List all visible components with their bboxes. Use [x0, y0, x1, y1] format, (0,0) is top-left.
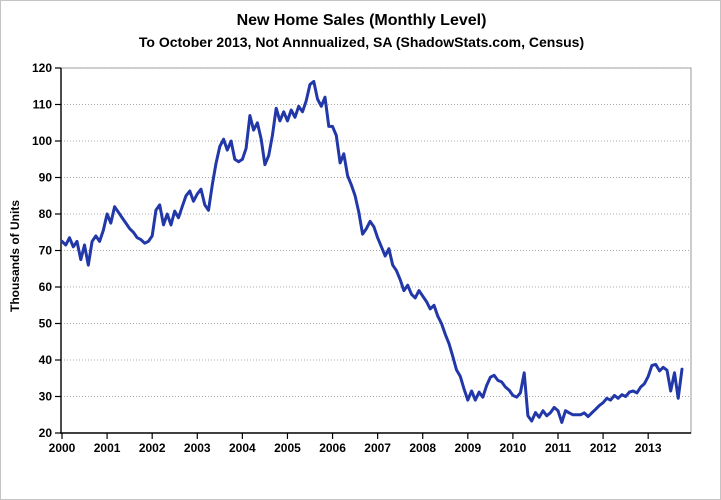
chart-subtitle: To October 2013, Not Annnualized, SA (Sh… [138, 34, 585, 50]
y-tick-label: 90 [39, 171, 53, 185]
x-tick-label: 2011 [545, 441, 571, 455]
x-tick-label: 2002 [139, 441, 166, 455]
x-tick-label: 2010 [500, 441, 527, 455]
x-tick-label: 2012 [590, 441, 617, 455]
x-tick-label: 2013 [635, 441, 662, 455]
y-tick-label: 100 [32, 134, 52, 148]
y-tick-label: 120 [32, 61, 52, 75]
y-tick-label: 110 [33, 98, 53, 112]
x-tick-label: 2005 [274, 441, 301, 455]
y-tick-label: 50 [39, 317, 53, 331]
y-tick-label: 30 [39, 390, 53, 404]
x-tick-label: 2007 [364, 441, 391, 455]
y-tick-label: 40 [39, 353, 53, 367]
x-tick-label: 2003 [184, 441, 211, 455]
x-tick-label: 2000 [49, 441, 76, 455]
x-tick-label: 2009 [454, 441, 481, 455]
y-tick-label: 80 [39, 207, 53, 221]
sales-line [60, 80, 684, 424]
y-tick-label: 20 [39, 426, 53, 440]
chart-title: New Home Sales (Monthly Level) [236, 12, 487, 29]
y-tick-label: 60 [39, 280, 53, 294]
x-tick-label: 2006 [319, 441, 346, 455]
x-tick-label: 2001 [94, 441, 121, 455]
y-tick-label: 70 [39, 244, 53, 258]
y-axis-title: Thousands of Units [8, 200, 22, 312]
x-tick-label: 2004 [229, 441, 256, 455]
x-tick-label: 2008 [409, 441, 436, 455]
